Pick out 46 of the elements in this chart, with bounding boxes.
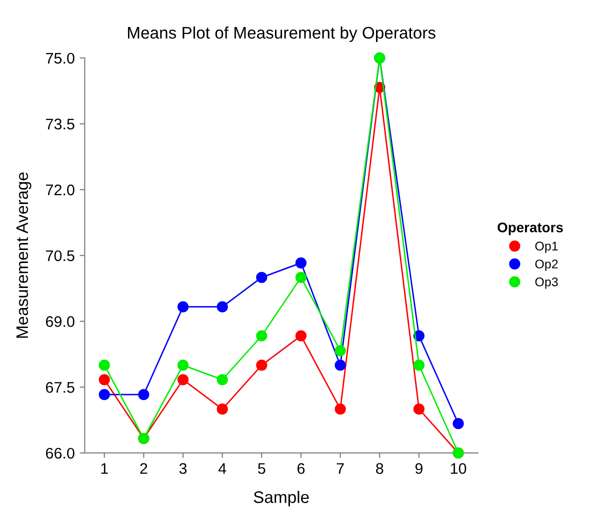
- point: [177, 374, 189, 386]
- point: [216, 404, 228, 415]
- legend-label: Op2: [535, 260, 558, 271]
- x-tick-label: 8: [376, 463, 384, 474]
- x-tick-label: 6: [298, 463, 305, 474]
- point: [295, 330, 307, 342]
- x-axis-title: Sample: [254, 490, 309, 506]
- y-tick-label: 69.0: [46, 316, 74, 327]
- x-tick-label: 1: [101, 463, 108, 474]
- y-axis-title: Measurement Average: [16, 172, 32, 338]
- point: [413, 360, 425, 371]
- x-tick-label: 5: [258, 463, 266, 474]
- x-tick-label: 9: [415, 463, 422, 474]
- point: [413, 404, 425, 415]
- point: [98, 374, 110, 386]
- point: [138, 389, 150, 400]
- legend-label: Op3: [535, 277, 558, 289]
- y-tick-label: 73.5: [46, 118, 74, 130]
- x-tick-label: 7: [336, 463, 344, 474]
- y-tick-label: 70.5: [46, 250, 74, 262]
- point: [177, 360, 189, 371]
- point: [256, 360, 268, 371]
- point: [216, 301, 228, 312]
- legend-label: Op1: [535, 242, 558, 253]
- point: [216, 374, 228, 386]
- point: [98, 360, 110, 371]
- chart-title: Means Plot of Measurement by Operators: [128, 26, 436, 42]
- point: [295, 257, 307, 268]
- point: [334, 345, 346, 356]
- legend-title: Operators: [498, 222, 563, 236]
- x-tick-label: 2: [140, 463, 148, 474]
- x-tick-label: 3: [179, 463, 187, 474]
- y-tick-label: 67.5: [46, 382, 74, 393]
- point: [177, 301, 189, 312]
- y-tick-label: 75.0: [46, 52, 74, 64]
- y-tick-label: 66.0: [46, 448, 74, 459]
- point: [452, 418, 464, 430]
- point: [256, 272, 268, 283]
- y-tick-label: 72.0: [46, 184, 74, 196]
- point: [98, 389, 110, 400]
- x-tick-label: 4: [218, 463, 226, 474]
- point: [334, 404, 346, 415]
- x-tick-label: 10: [450, 463, 466, 474]
- point: [256, 330, 268, 342]
- point: [295, 272, 307, 283]
- point: [334, 360, 346, 371]
